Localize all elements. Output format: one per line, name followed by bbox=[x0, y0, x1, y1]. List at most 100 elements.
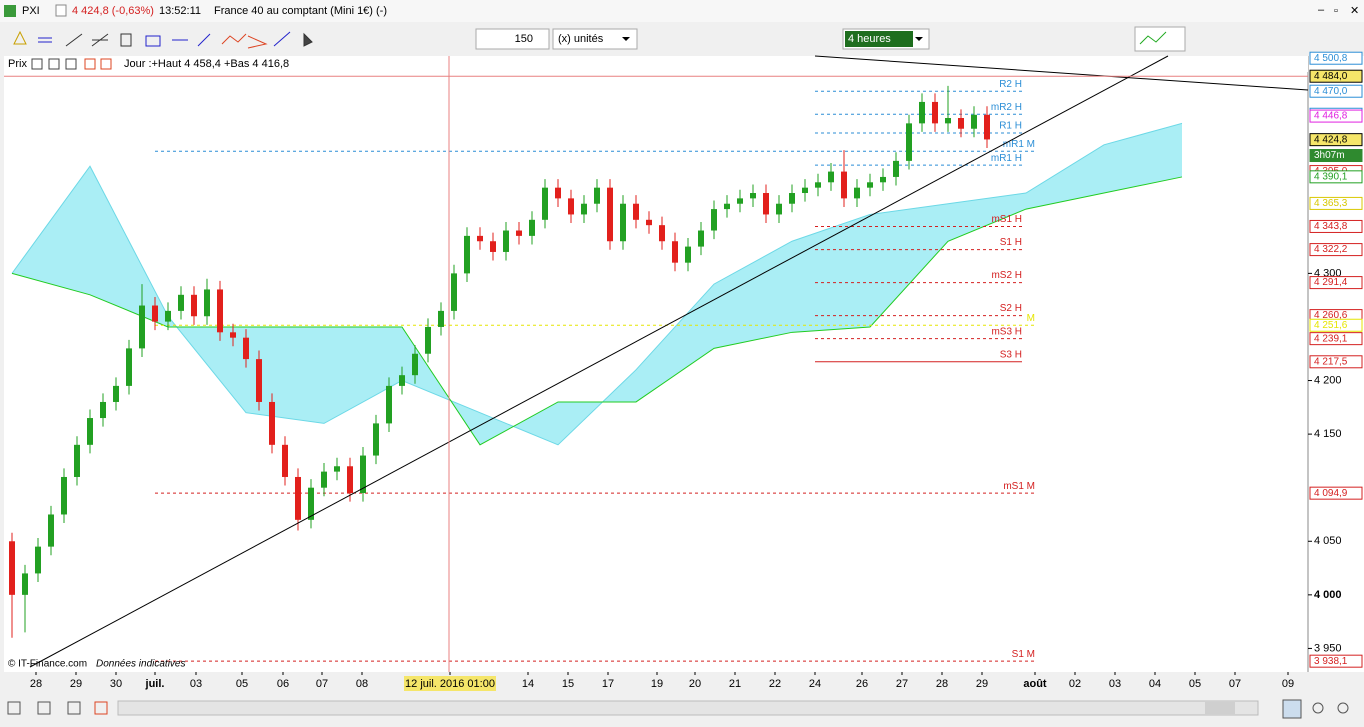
axis-label: 4 217,5 bbox=[1314, 356, 1348, 367]
candle-body bbox=[464, 235, 470, 274]
x-tick-label: 29 bbox=[976, 678, 988, 690]
candle-body bbox=[607, 187, 613, 242]
candle-body bbox=[269, 401, 275, 445]
candle-body bbox=[698, 230, 704, 247]
candle-body bbox=[334, 466, 340, 472]
time: 13:52:11 bbox=[159, 5, 201, 17]
price-label: 4 484,0 bbox=[1314, 71, 1348, 82]
tool-icons[interactable] bbox=[13, 30, 313, 49]
maximize[interactable]: ▫ bbox=[1334, 5, 1338, 17]
x-tick-label: août bbox=[1023, 678, 1047, 690]
pivot-label: R1 H bbox=[999, 121, 1022, 132]
candle-body bbox=[191, 294, 197, 317]
copyright: © IT-Finance.com bbox=[8, 659, 87, 670]
x-tick-label: 08 bbox=[356, 678, 368, 690]
axis-label: 4 251,6 bbox=[1314, 320, 1348, 331]
y-tick-label: 3 950 bbox=[1314, 642, 1342, 654]
candle-body bbox=[425, 326, 431, 354]
x-tick-label: 09 bbox=[1282, 678, 1294, 690]
axis-label: 4 094,9 bbox=[1314, 488, 1348, 499]
candle-body bbox=[789, 193, 795, 204]
axis-label-box bbox=[1309, 355, 1363, 369]
axis-label: 4 470,0 bbox=[1314, 86, 1348, 97]
candle-body bbox=[152, 305, 158, 322]
header-label: Prix bbox=[8, 58, 27, 70]
close[interactable]: ✕ bbox=[1350, 5, 1359, 17]
candle-body bbox=[906, 123, 912, 161]
price-label-box bbox=[1309, 149, 1363, 163]
axis-label-box bbox=[1309, 318, 1363, 332]
candle-body bbox=[763, 193, 769, 215]
x-tick-label: 30 bbox=[110, 678, 122, 690]
candle-body bbox=[685, 246, 691, 263]
price-label: 4 365,3 bbox=[1314, 198, 1348, 209]
pivot-label: mS1 M bbox=[1003, 481, 1035, 492]
x-tick-label: 02 bbox=[1069, 678, 1081, 690]
pivot-label: mR1 H bbox=[991, 153, 1022, 164]
candle-body bbox=[87, 418, 93, 445]
pivot-label: mR1 M bbox=[1003, 139, 1035, 150]
candle-body bbox=[568, 198, 574, 215]
bottom-icons[interactable] bbox=[7, 699, 1349, 719]
price-label: 4 500,8 bbox=[1314, 53, 1348, 64]
x-tick-label: 20 bbox=[689, 678, 701, 690]
candle-body bbox=[984, 114, 990, 140]
candle-body bbox=[672, 241, 678, 263]
price-label-box bbox=[1309, 109, 1363, 123]
candle-body bbox=[412, 353, 418, 376]
pivot-label: R2 H bbox=[999, 79, 1022, 90]
x-tick-label: 05 bbox=[1189, 678, 1201, 690]
unit-select[interactable] bbox=[552, 28, 638, 50]
candle-body bbox=[74, 444, 80, 477]
candle-body bbox=[633, 203, 639, 220]
pivot-label: mS3 H bbox=[991, 326, 1022, 337]
x-tick-label: 24 bbox=[809, 678, 821, 690]
price-label: 4 390,1 bbox=[1314, 171, 1348, 182]
indicator-button[interactable] bbox=[1134, 26, 1186, 52]
pivot-label: S3 H bbox=[1000, 349, 1022, 360]
crosshair-label-box bbox=[404, 676, 496, 691]
scroll-thumb[interactable] bbox=[1205, 702, 1235, 714]
minimize[interactable]: – bbox=[1318, 4, 1325, 16]
candle-body bbox=[971, 114, 977, 129]
period: 4 heures bbox=[848, 33, 891, 45]
pivot-label: S2 H bbox=[1000, 303, 1022, 314]
price-label-box bbox=[1309, 133, 1363, 147]
pivot-label: mR2 H bbox=[991, 102, 1022, 113]
candle-body bbox=[373, 423, 379, 456]
x-tick-label: 28 bbox=[936, 678, 948, 690]
x-tick-label: 12 juil. 2016 01:00 bbox=[405, 678, 495, 690]
candle-body bbox=[35, 546, 41, 574]
candle-body bbox=[581, 203, 587, 215]
info-icon[interactable] bbox=[55, 4, 67, 17]
candle-body bbox=[919, 101, 925, 124]
candle-body bbox=[477, 235, 483, 242]
dropdown-arrow bbox=[915, 37, 923, 41]
title-bar bbox=[0, 0, 1364, 22]
scrollbar[interactable] bbox=[117, 700, 1259, 716]
candle-body bbox=[841, 171, 847, 199]
axis-label-box bbox=[1309, 219, 1363, 233]
count-input[interactable] bbox=[475, 28, 550, 50]
candle-body bbox=[529, 219, 535, 236]
candle-body bbox=[555, 187, 561, 199]
pivot-label: S1 M bbox=[1012, 649, 1035, 660]
candle-body bbox=[945, 118, 951, 124]
candle-body bbox=[399, 375, 405, 386]
header-icons[interactable] bbox=[31, 58, 112, 70]
x-tick-label: 29 bbox=[70, 678, 82, 690]
x-tick-label: 04 bbox=[1149, 678, 1161, 690]
x-tick-label: 07 bbox=[316, 678, 328, 690]
candle-body bbox=[893, 160, 899, 177]
axis-label: 4 260,6 bbox=[1314, 310, 1348, 321]
candle-body bbox=[867, 182, 873, 188]
candle-body bbox=[802, 187, 808, 194]
instrument: France 40 au comptant (Mini 1€) (-) bbox=[214, 5, 387, 17]
price-label-box bbox=[1309, 170, 1363, 184]
candle-body bbox=[243, 337, 249, 360]
trendline bbox=[814, 55, 1309, 91]
pivot-label: S1 H bbox=[1000, 237, 1022, 248]
candle-body bbox=[321, 471, 327, 488]
